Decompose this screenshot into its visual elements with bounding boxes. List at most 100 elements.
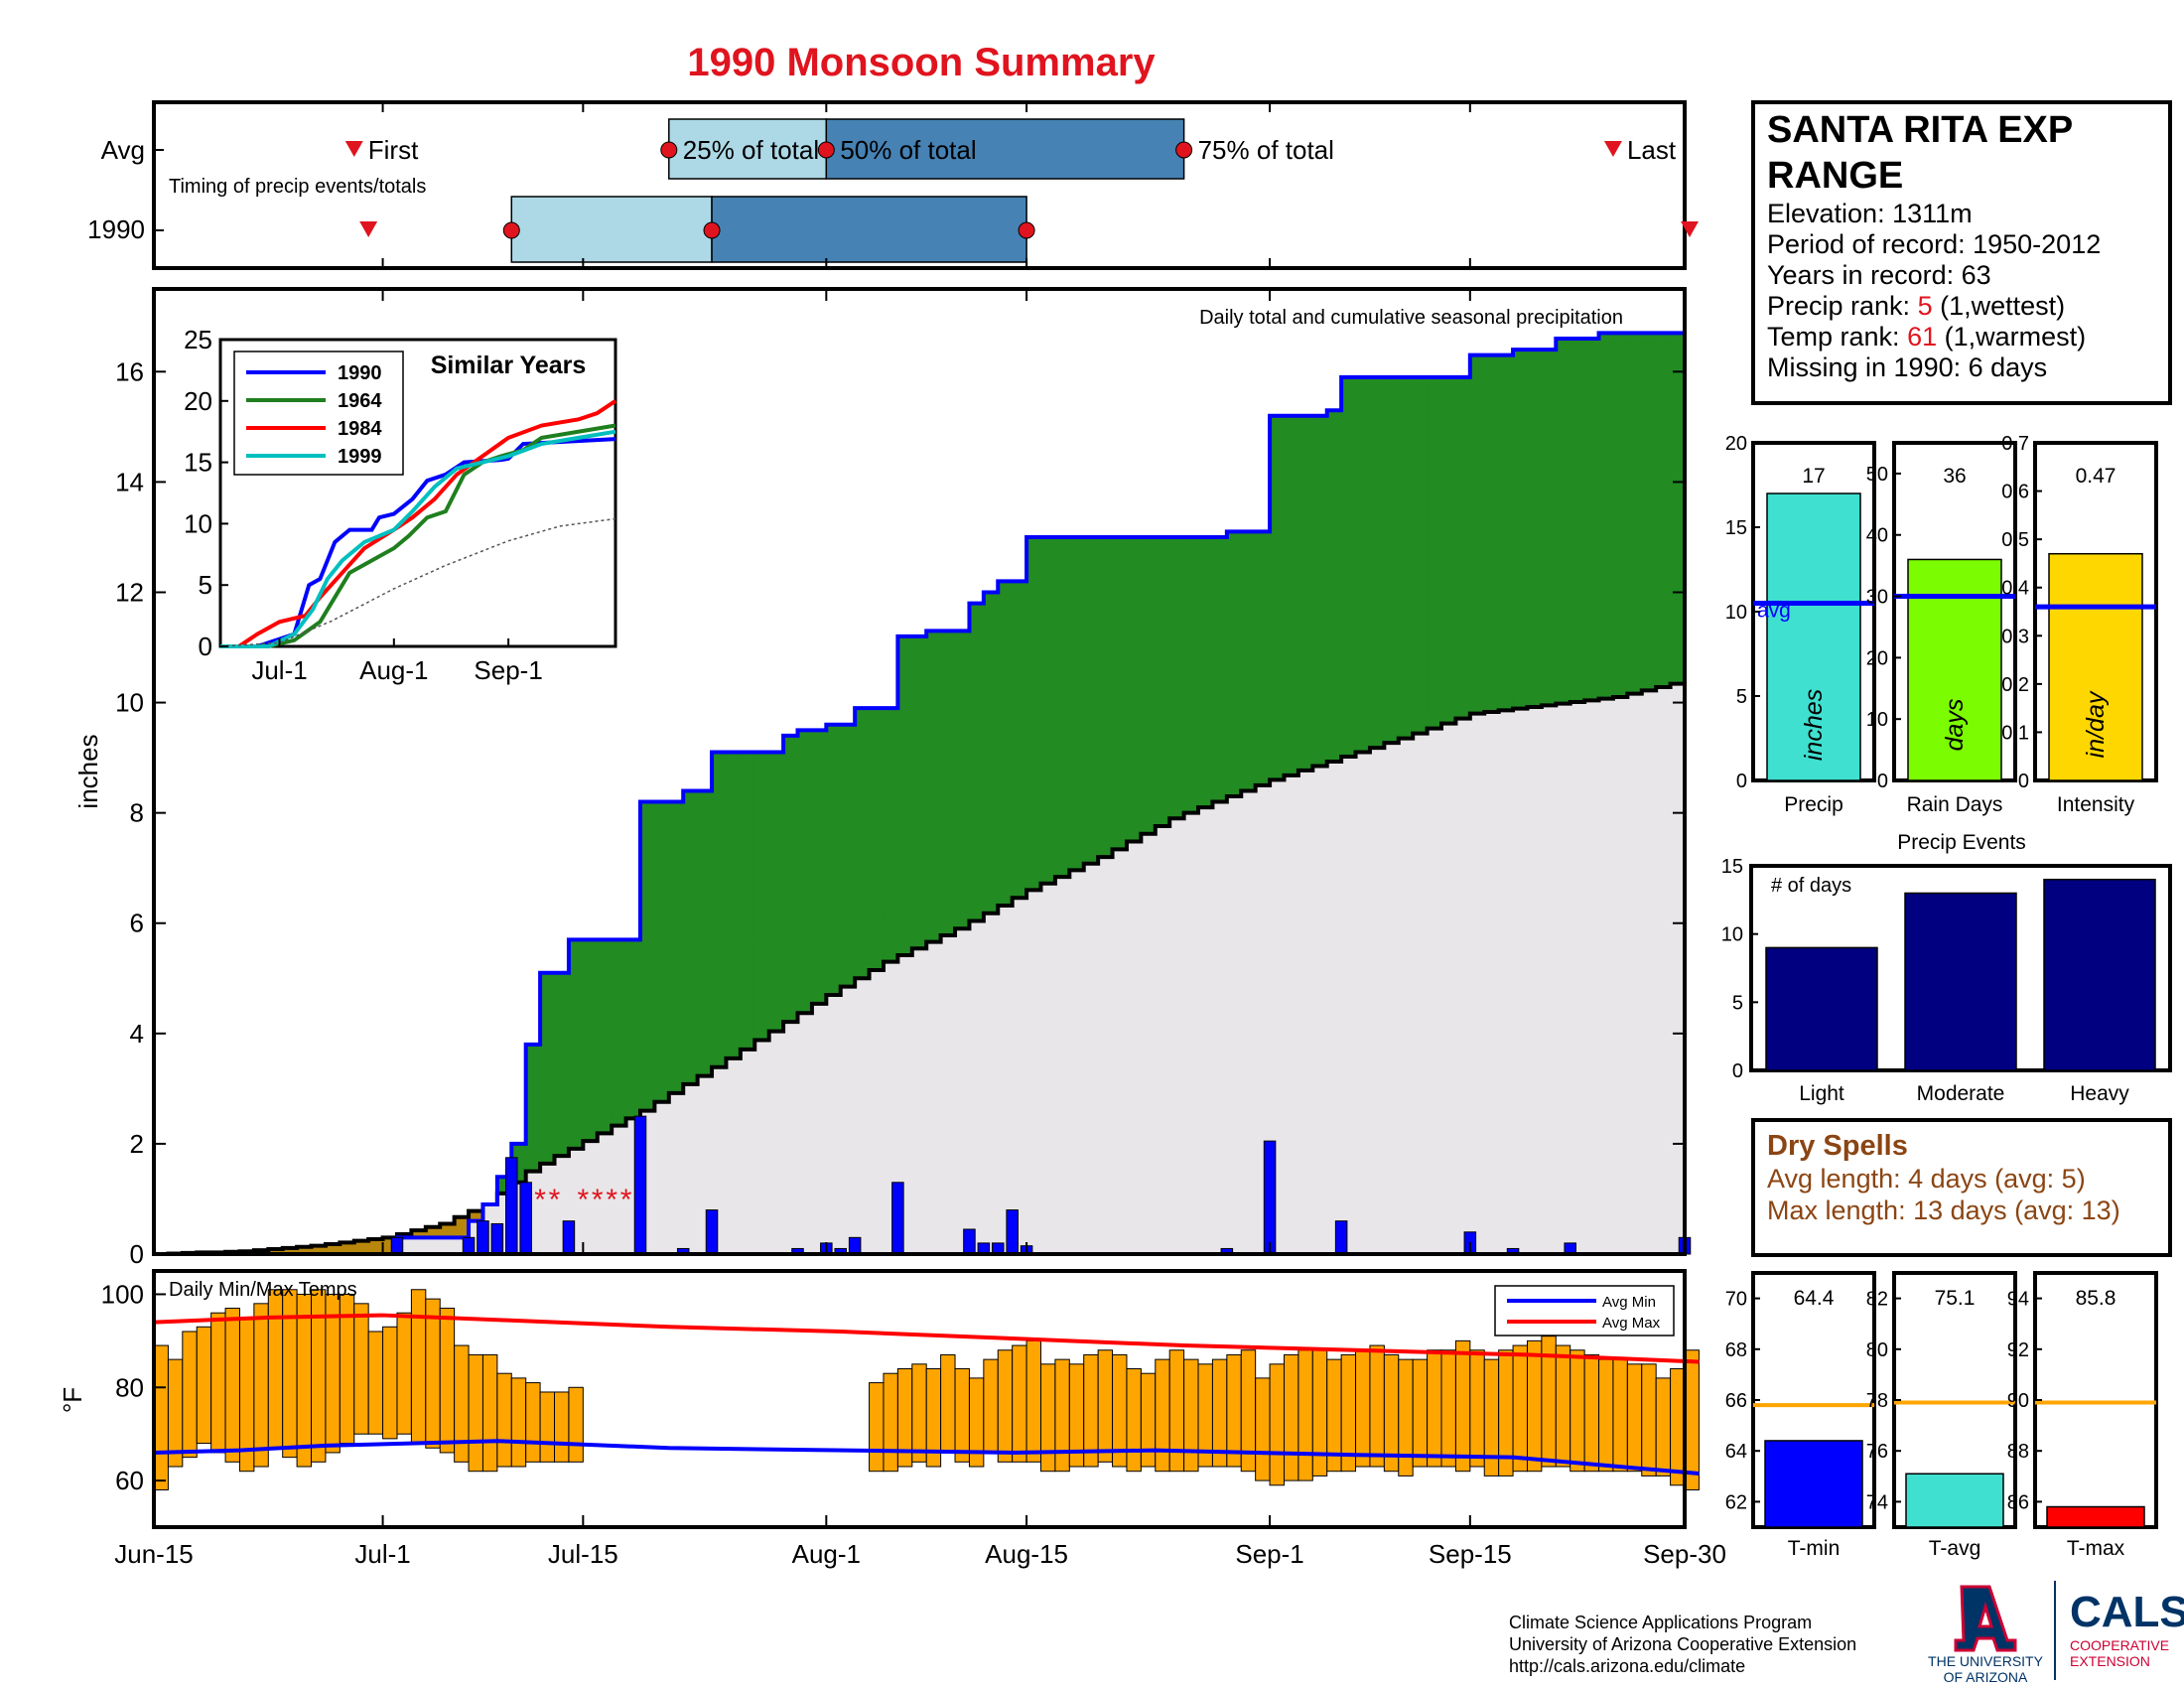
summary-y-tick-label: 50	[1866, 464, 1888, 486]
temp-summary-value: 64.4	[1794, 1287, 1835, 1310]
cals-sub-1: COOPERATIVE	[2070, 1637, 2169, 1653]
summary-y-tick-label: 0.4	[2001, 578, 2029, 600]
dry-spells-panel: Dry Spells Avg length: 4 days (avg: 5) M…	[1751, 1118, 2172, 1257]
inset-y-tick-label: 15	[184, 448, 212, 478]
daily-temp-bar	[296, 1293, 313, 1468]
daily-temp-bar	[883, 1372, 898, 1473]
timing-subtitle: Timing of precip events/totals	[169, 176, 426, 198]
daily-temp-bar	[1412, 1358, 1429, 1468]
summary-y-tick-label: 0	[2018, 771, 2029, 792]
temp-summary-value: 75.1	[1935, 1287, 1976, 1310]
daily-temp-bar	[481, 1353, 498, 1473]
y1990-last-marker	[1681, 221, 1699, 237]
missing-day-marker: *	[549, 1184, 561, 1216]
daily-temp-bar	[182, 1331, 198, 1459]
precip-y-tick-label: 8	[130, 798, 144, 828]
daily-temp-bar	[510, 1377, 527, 1468]
temp-summary-y-tick-label: 80	[1866, 1339, 1888, 1361]
daily-temp-bar	[1641, 1363, 1657, 1477]
daily-temp-bar	[210, 1312, 226, 1454]
summary-unit: in/day	[2082, 690, 2110, 758]
daily-temp-bar	[1025, 1339, 1041, 1463]
daily-temp-bar	[1369, 1344, 1385, 1468]
daily-precip-bar	[633, 1115, 647, 1255]
x-axis-tick-label: Aug-1	[792, 1539, 861, 1569]
summary-avg-label: avg	[1757, 600, 1791, 623]
timing-row-1990-label: 1990	[87, 214, 145, 244]
temp-y-tick-label: 100	[101, 1279, 144, 1309]
daily-temp-bar	[983, 1358, 999, 1454]
daily-temp-bar	[1398, 1358, 1414, 1477]
precip-annotation: Daily total and cumulative seasonal prec…	[1199, 307, 1623, 329]
daily-temp-bar	[382, 1326, 398, 1440]
daily-temp-bar	[1269, 1363, 1285, 1486]
avg-first-marker	[344, 141, 363, 157]
label-25: 25% of total	[683, 135, 819, 165]
daily-precip-bar	[891, 1182, 904, 1255]
y1990-box-25-50	[510, 196, 713, 263]
daily-temp-bar	[1655, 1377, 1672, 1477]
temp-summary-y-tick-label: 74	[1866, 1491, 1888, 1513]
events-y-tick-label: 5	[1732, 992, 1743, 1014]
daily-temp-bar	[1226, 1353, 1242, 1468]
inset-legend-label: 1999	[338, 446, 382, 468]
inset-legend-label: 1964	[338, 390, 382, 412]
summary-xlabel: Intensity	[2057, 793, 2135, 816]
daily-temp-bar	[396, 1312, 412, 1435]
daily-temp-bar	[539, 1391, 556, 1463]
daily-temp-bar	[267, 1289, 284, 1449]
footer-line-3: http://cals.arizona.edu/climate	[1509, 1656, 1745, 1676]
x-axis-tick-label: Jul-15	[548, 1539, 618, 1569]
missing-day-marker: *	[577, 1184, 589, 1216]
summary-unit: days	[1941, 699, 1969, 752]
temp-summary-panels: 64.4 T-min 62 64 66 68 70 75.1 T-avg 74 76 78 80 82 85…	[1725, 1271, 2158, 1560]
precip-events-panel: Precip Events # of days Light Moderate Heavy…	[1721, 831, 2172, 1105]
temp-y-tick-label: 80	[115, 1372, 144, 1402]
temp-summary-bar-T-min	[1764, 1440, 1863, 1528]
inset-y-tick-label: 5	[199, 570, 212, 600]
summary-y-tick-label: 0.5	[2001, 529, 2029, 551]
timing-row-avg-label: Avg	[101, 135, 145, 165]
precip-y-tick-label: 10	[115, 688, 144, 718]
precip-y-tick-label: 6	[130, 909, 144, 938]
summary-bar-panels: 17 inches Precip avg 0 5 10 15 20 36 days Rain Days…	[1725, 433, 2158, 816]
daily-precip-bar	[1334, 1220, 1348, 1255]
temp-summary-y-tick-label: 64	[1725, 1441, 1747, 1463]
station-info: SANTA RITA EXP RANGE Elevation: 1311m Pe…	[1751, 100, 2172, 405]
daily-precip-bar	[505, 1157, 518, 1255]
temp-summary-y-tick-label: 70	[1725, 1289, 1747, 1311]
label-50: 50% of total	[840, 135, 976, 165]
daily-temp-bar	[496, 1372, 512, 1468]
similar-years-title: Similar Years	[431, 352, 587, 379]
summary-xlabel: Precip	[1784, 793, 1843, 816]
daily-temp-bar	[1140, 1372, 1157, 1468]
station-temp-rank: Temp rank: 61 (1,warmest)	[1767, 322, 2086, 352]
daily-precip-bar	[390, 1236, 404, 1255]
daily-temp-bar	[1255, 1377, 1271, 1481]
missing-day-marker: *	[620, 1184, 632, 1216]
temp-summary-y-tick-label: 86	[2007, 1491, 2029, 1513]
summary-y-tick-label: 0.3	[2001, 626, 2029, 647]
daily-temp-bar	[997, 1349, 1014, 1463]
daily-temp-bar	[869, 1382, 885, 1473]
daily-temp-bar	[1054, 1358, 1070, 1473]
avg-quartile-marker	[817, 141, 835, 159]
temp-summary-bar-T-max	[2046, 1505, 2145, 1528]
daily-temp-bar	[1440, 1349, 1456, 1468]
precip-y-tick-label: 2	[130, 1129, 144, 1159]
avg-max-line	[153, 1313, 1700, 1364]
inset-series-1984	[220, 399, 617, 648]
summary-y-tick-label: 15	[1725, 517, 1747, 539]
missing-day-marker: *	[606, 1184, 617, 1216]
summary-y-tick-label: 0.6	[2001, 482, 2029, 503]
dry-spells-avg: Avg length: 4 days (avg: 5)	[1767, 1164, 2086, 1194]
temp-summary-value: 85.8	[2076, 1287, 2116, 1310]
summary-y-tick-label: 20	[1866, 647, 1888, 669]
station-missing: Missing in 1990: 6 days	[1767, 352, 2047, 382]
temp-frame	[152, 1269, 1687, 1529]
station-name-2: RANGE	[1767, 155, 1903, 197]
avg-quartile-marker	[660, 141, 678, 159]
daily-temp-bar	[1427, 1349, 1442, 1468]
daily-temp-bar	[1283, 1353, 1299, 1481]
